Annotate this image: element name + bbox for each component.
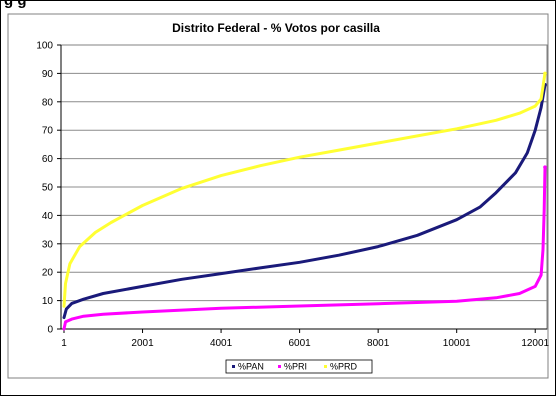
series-line-pri — [62, 165, 547, 331]
legend-box — [225, 359, 373, 374]
y-tick-label: 50 — [42, 183, 54, 194]
x-tick-label: 6001 — [288, 338, 311, 349]
legend-label: %PAN — [238, 362, 264, 372]
x-tick-label: 2001 — [131, 338, 154, 349]
legend-marker — [232, 365, 235, 368]
legend-marker — [278, 365, 281, 368]
legend-label: %PRI — [284, 362, 307, 372]
y-tick-label: 80 — [42, 97, 54, 108]
x-tick-label: 1 — [61, 338, 67, 349]
y-tick-label: 10 — [42, 296, 54, 307]
legend: %PAN %PRI %PRD — [225, 359, 373, 374]
y-tick-label: 30 — [42, 239, 54, 250]
y-tick-label: 100 — [36, 41, 53, 52]
series-endpoint — [543, 71, 547, 76]
y-tick-label: 0 — [47, 325, 53, 336]
chart-title: Distrito Federal - % Votos por casilla — [172, 21, 380, 35]
legend-marker — [324, 365, 327, 368]
x-tick-label: 8001 — [367, 338, 390, 349]
series-lines — [62, 71, 547, 331]
x-axis-ticks: 1 2001 4001 6001 8001 10001 12001 — [61, 328, 550, 349]
legend-label: %PRD — [330, 362, 358, 372]
y-tick-label: 90 — [42, 69, 54, 80]
y-tick-label: 70 — [42, 126, 54, 137]
cut-off-heading: g g — [4, 0, 27, 9]
y-tick-label: 40 — [42, 211, 54, 222]
y-tick-label: 20 — [42, 268, 54, 279]
series-line-pan — [62, 83, 547, 320]
x-tick-label: 12001 — [521, 338, 549, 349]
series-endpoint — [543, 165, 547, 169]
x-tick-label: 10001 — [443, 338, 471, 349]
gridlines — [61, 72, 547, 302]
y-tick-label: 60 — [42, 154, 54, 165]
x-tick-label: 4001 — [210, 338, 233, 349]
series-line-prd — [62, 71, 547, 308]
y-axis-ticks: 0 10 20 30 40 50 60 70 80 90 100 — [36, 41, 62, 336]
